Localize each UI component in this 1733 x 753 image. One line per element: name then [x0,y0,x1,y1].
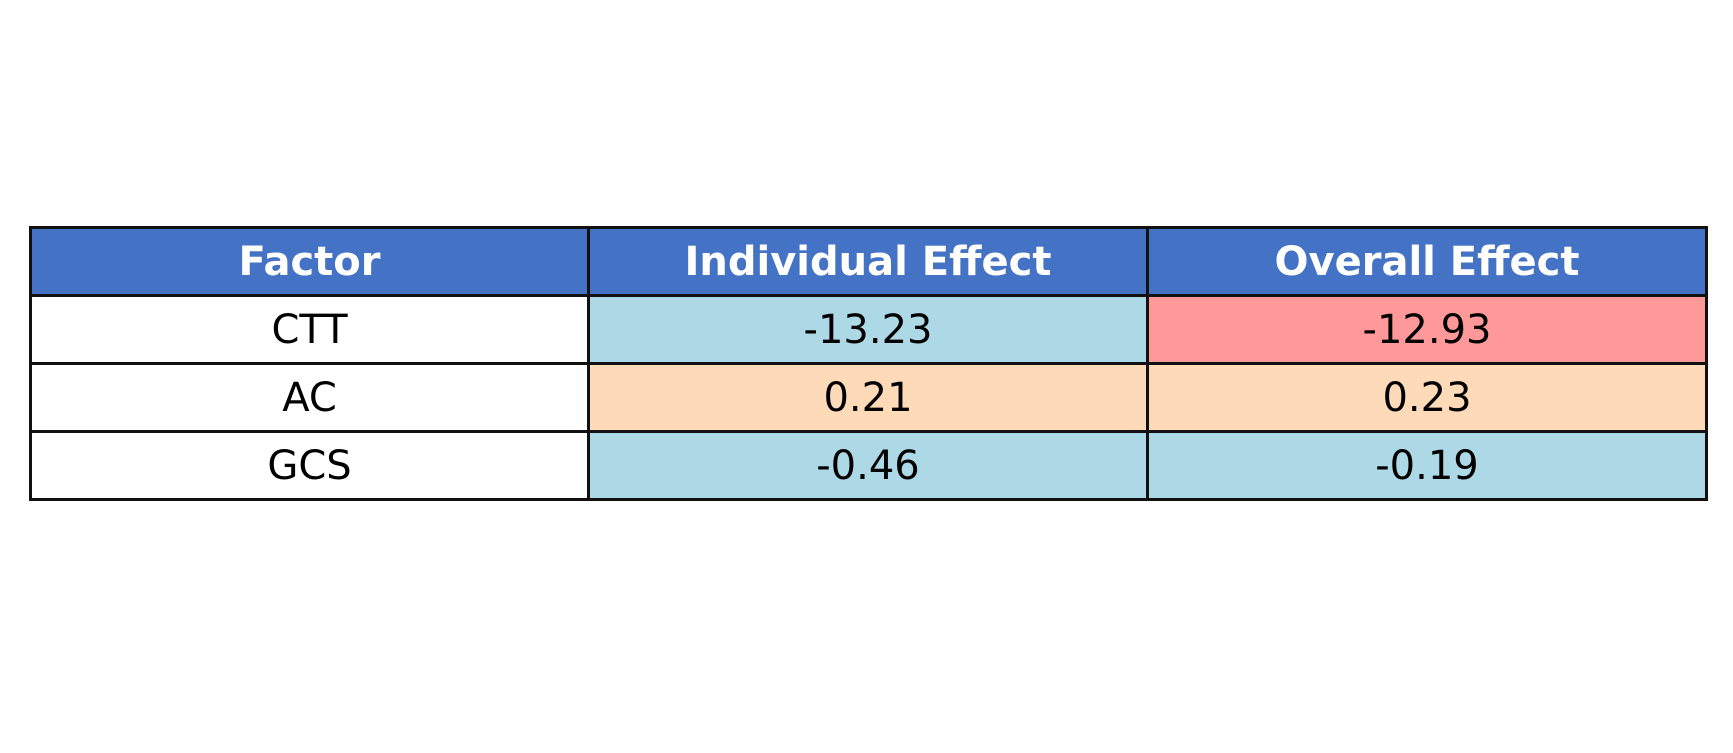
table-row: AC 0.21 0.23 [29,362,1708,433]
table-row: GCS -0.46 -0.19 [29,430,1708,501]
table-body: CTT -13.23 -12.93 AC 0.21 0.23 GCS -0.46… [29,294,1708,501]
factor-cell: GCS [29,430,590,501]
overall-effect-cell: -12.93 [1146,294,1708,365]
table-row: CTT -13.23 -12.93 [29,294,1708,365]
factor-cell: AC [29,362,590,433]
individual-effect-cell: 0.21 [587,362,1149,433]
header-overall-effect: Overall Effect [1146,226,1708,297]
overall-effect-cell: -0.19 [1146,430,1708,501]
header-individual-effect: Individual Effect [587,226,1149,297]
header-factor: Factor [29,226,590,297]
individual-effect-cell: -13.23 [587,294,1149,365]
table-header: Factor Individual Effect Overall Effect [29,226,1708,297]
overall-effect-cell: 0.23 [1146,362,1708,433]
factor-cell: CTT [29,294,590,365]
effect-table: Factor Individual Effect Overall Effect … [29,226,1708,501]
header-row: Factor Individual Effect Overall Effect [29,226,1708,297]
individual-effect-cell: -0.46 [587,430,1149,501]
